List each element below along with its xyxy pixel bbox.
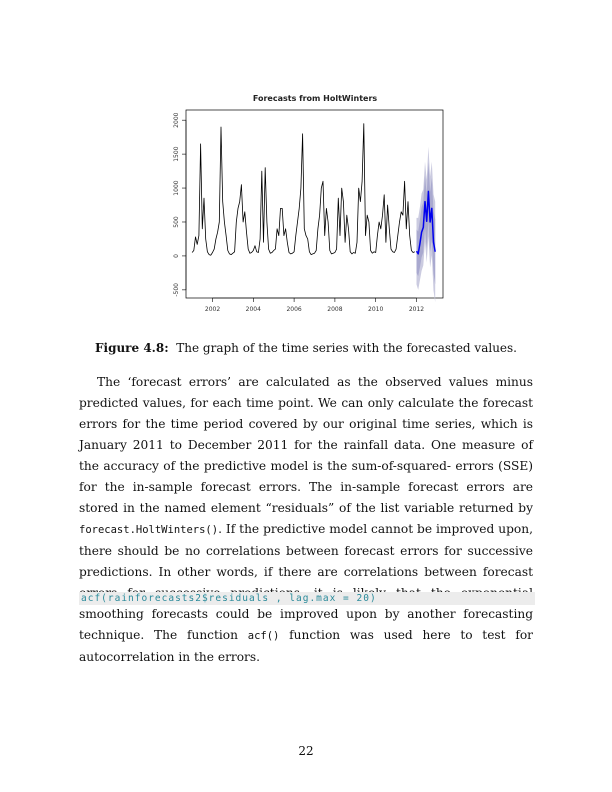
x-tick-label: 2006 — [286, 306, 301, 313]
prediction-interval-bands — [416, 146, 436, 303]
x-tick-label: 2012 — [409, 306, 424, 313]
inline-code-acf: acf() — [247, 630, 280, 642]
x-axis: 2002 2004 2006 2008 2010 2012 — [205, 297, 424, 313]
y-tick-label: 1500 — [173, 146, 180, 161]
y-tick-label: 2000 — [173, 112, 180, 127]
plot-frame — [185, 109, 444, 299]
observed-series-line — [191, 123, 415, 256]
caption-label: Figure 4.8: — [94, 341, 169, 355]
series-lines — [191, 123, 436, 256]
y-axis: -500 0 500 1000 1500 2000 — [173, 112, 187, 297]
x-tick-label: 2002 — [205, 306, 220, 313]
x-tick-label: 2010 — [368, 306, 383, 313]
paragraph-text-3: function was used here to test for autoc… — [79, 628, 533, 664]
y-tick-label: 1000 — [173, 180, 180, 195]
inline-code-holtwinters: forecast.HoltWinters() — [79, 524, 219, 536]
caption-text: The graph of the time series with the fo… — [176, 341, 517, 355]
code-block: acf(rainforecasts2$residuals , lag.max =… — [79, 592, 535, 605]
forecast-figure: Forecasts from HoltWinters 2002 2004 2006 2… — [173, 94, 444, 313]
forecast-series-line — [415, 190, 436, 255]
figure-caption: Figure 4.8: The graph of the time series… — [0, 341, 612, 355]
page-number: 22 — [298, 744, 314, 758]
interval-80-band — [416, 162, 436, 285]
y-tick-label: -500 — [173, 283, 180, 297]
x-tick-label: 2004 — [246, 306, 261, 313]
x-tick-label: 2008 — [327, 306, 342, 313]
y-tick-label: 0 — [173, 254, 180, 258]
body-paragraph: The ‘forecast errors’ are calculated as … — [79, 372, 533, 668]
chart-title: Forecasts from HoltWinters — [253, 94, 378, 103]
paragraph-text-2: . If the predictive model cannot be impr… — [79, 522, 533, 642]
paragraph-text-1: The ‘forecast errors’ are calculated as … — [79, 375, 533, 515]
y-tick-label: 500 — [173, 216, 180, 228]
